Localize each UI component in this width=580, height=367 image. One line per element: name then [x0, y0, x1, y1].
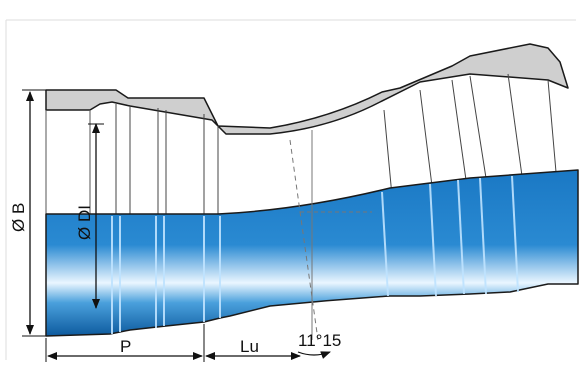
pipe-outline-top: [45, 110, 91, 214]
socket-depth-label: P: [120, 337, 131, 356]
bend-axis-line: [289, 139, 319, 341]
pipe-ridges: [111, 175, 519, 334]
useful-length-label: Lu: [240, 337, 259, 356]
outer-diameter-label: Ø B: [9, 203, 28, 232]
inner-diameter-label: Ø DI: [75, 205, 94, 240]
interior-lines: [115, 73, 557, 214]
bend-angle-arc: [297, 351, 331, 359]
bend-angle-label: 11°15: [298, 331, 341, 350]
upper-wall-section: [45, 43, 569, 135]
